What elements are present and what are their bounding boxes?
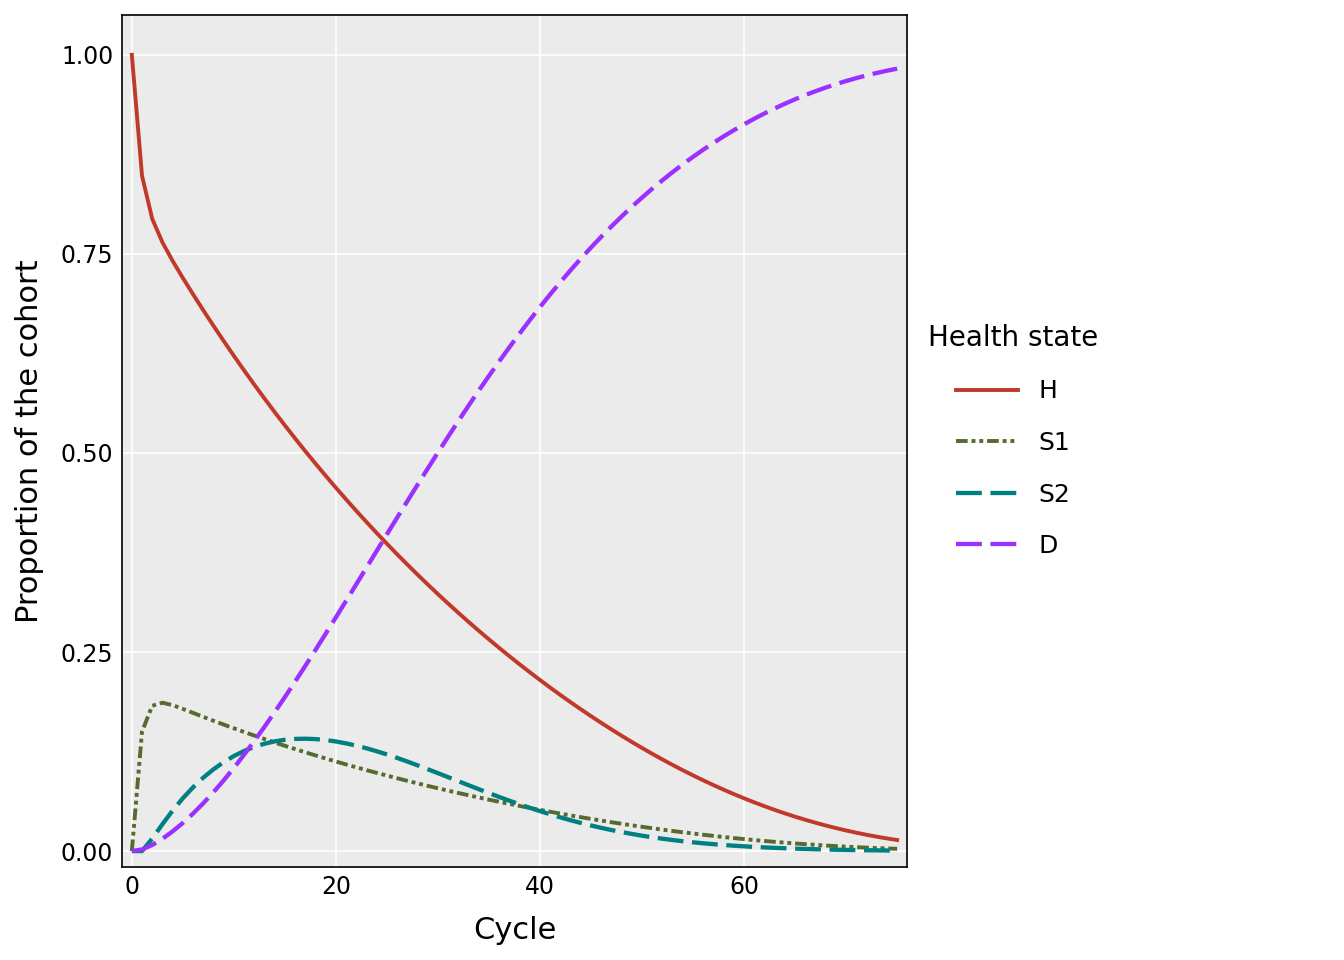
Y-axis label: Proportion of the cohort: Proportion of the cohort — [15, 259, 44, 623]
Legend: H, S1, S2, D: H, S1, S2, D — [927, 324, 1098, 558]
X-axis label: Cycle: Cycle — [473, 916, 556, 945]
